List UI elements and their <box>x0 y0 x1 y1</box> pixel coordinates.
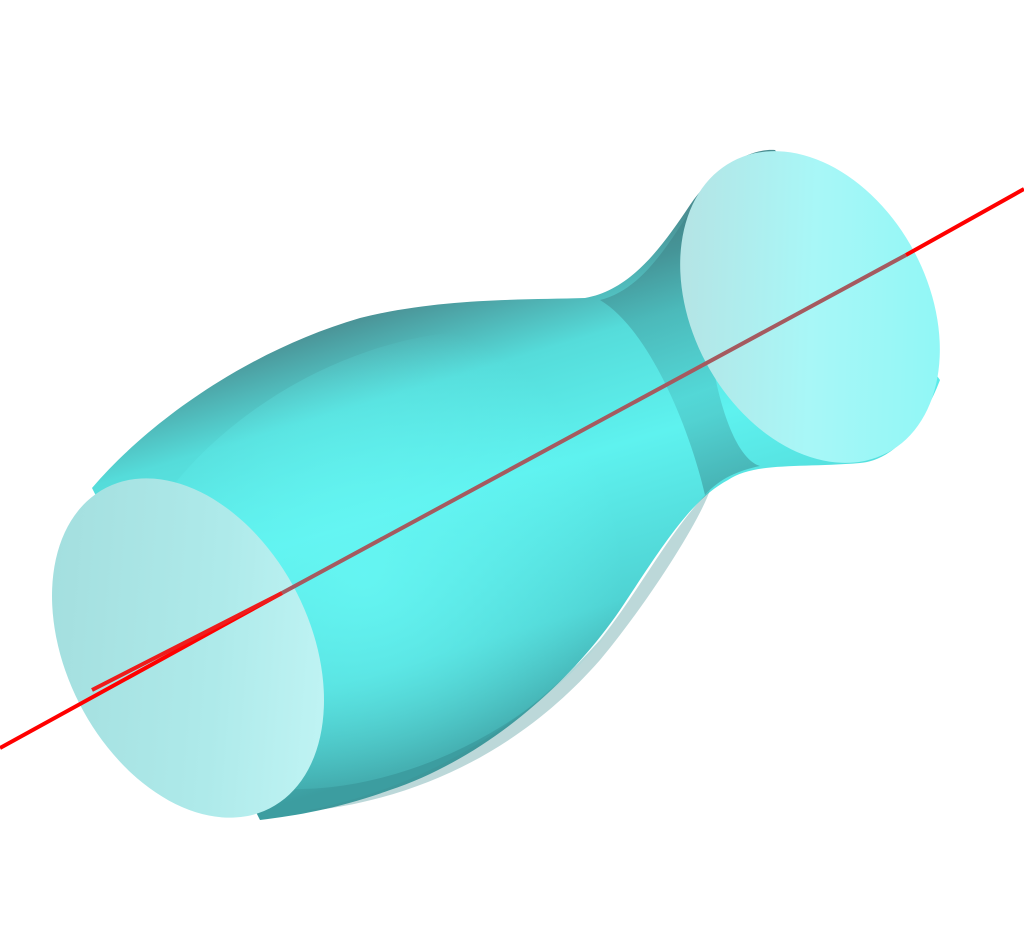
surface-neck <box>600 208 760 495</box>
axis-segment-right <box>905 187 1024 257</box>
left-end-cap <box>52 478 324 818</box>
surface-of-revolution <box>52 149 940 820</box>
axis-segment-through-left-cap <box>91 591 283 692</box>
axis-segment-inside <box>281 253 907 595</box>
rotation-axis <box>0 187 1024 750</box>
